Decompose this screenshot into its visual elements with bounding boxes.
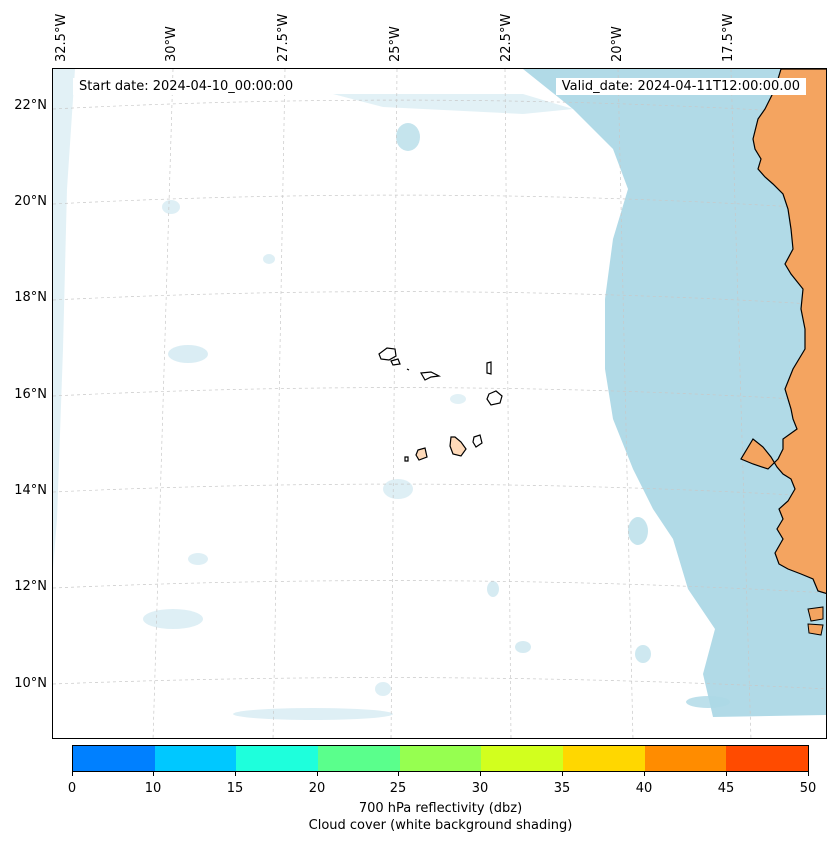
lat-label-20n: 20°N — [14, 194, 47, 209]
lon-label-20w: 20°W — [610, 26, 625, 62]
colorbar-tick — [235, 772, 236, 776]
colorbar-subtitle: Cloud cover (white background shading) — [308, 818, 573, 833]
colorbar-tick-label: 30 — [471, 781, 489, 796]
lon-label-22-5w: 22.5°W — [499, 13, 514, 62]
colorbar-tick — [153, 772, 154, 776]
cape-verde-islands — [378, 347, 503, 462]
colorbar-tick — [317, 772, 318, 776]
colorbar-tick-label: 25 — [389, 781, 407, 796]
colorbar-tick — [480, 772, 481, 776]
lat-label-16n: 16°N — [14, 387, 47, 402]
colorbar-tick-label: 15 — [226, 781, 244, 796]
lon-label-17-5w: 17.5°W — [721, 13, 736, 62]
colorbar-tick — [72, 772, 73, 776]
colorbar-segment — [318, 746, 400, 771]
coastal-islands — [807, 606, 824, 636]
colorbar-segment — [399, 746, 482, 771]
colorbar-tick — [398, 772, 399, 776]
colorbar-tick-label: 45 — [717, 781, 735, 796]
colorbar-segment — [73, 746, 155, 771]
lat-label-10n: 10°N — [14, 676, 47, 691]
lon-label-27-5w: 27.5°W — [276, 13, 291, 62]
colorbar-tick-label: 40 — [635, 781, 653, 796]
lat-label-14n: 14°N — [14, 483, 47, 498]
colorbar-segment — [236, 746, 319, 771]
lon-label-32-5w: 32.5°W — [54, 13, 69, 62]
colorbar-tick — [562, 772, 563, 776]
colorbar-segment — [726, 746, 809, 771]
map-canvas — [53, 69, 826, 738]
map-panel: Start date: 2024-04-10_00:00:00 Valid_da… — [52, 68, 827, 739]
lat-label-12n: 12°N — [14, 579, 47, 594]
start-date-label: Start date: 2024-04-10_00:00:00 — [73, 78, 300, 95]
africa-coastline — [740, 69, 826, 595]
lon-label-25w: 25°W — [388, 26, 403, 62]
colorbar-tick-label: 10 — [144, 781, 162, 796]
colorbar-tick-label: 35 — [553, 781, 571, 796]
graticule — [53, 69, 826, 738]
cloud-cover — [53, 69, 826, 720]
reflectivity-colorbar — [72, 745, 809, 772]
colorbar-tick-label: 20 — [308, 781, 326, 796]
valid-date-label: Valid_date: 2024-04-11T12:00:00.00 — [555, 78, 806, 95]
colorbar-segment — [563, 746, 645, 771]
colorbar-tick — [808, 772, 809, 776]
lat-label-18n: 18°N — [14, 290, 47, 305]
colorbar-tick — [726, 772, 727, 776]
colorbar-tick — [644, 772, 645, 776]
colorbar-tick-label: 50 — [799, 781, 817, 796]
lon-label-30w: 30°W — [164, 26, 179, 62]
colorbar-tick-label: 0 — [67, 781, 77, 796]
colorbar-segment — [154, 746, 237, 771]
colorbar-segment — [644, 746, 727, 771]
lat-label-22n: 22°N — [14, 98, 47, 113]
colorbar-title: 700 hPa reflectivity (dbz) — [358, 801, 523, 816]
colorbar-segment — [481, 746, 564, 771]
